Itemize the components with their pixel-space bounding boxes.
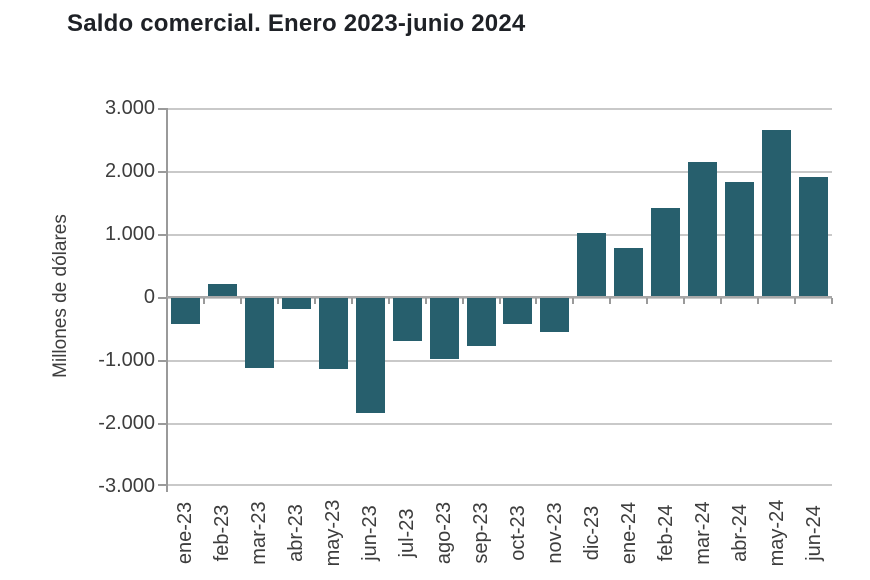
x-axis-tick: [387, 298, 390, 304]
bar-oct-23: [503, 297, 533, 325]
x-axis-tick: [757, 298, 760, 304]
x-axis-tick: [794, 298, 797, 304]
y-tick-label: -3.000: [98, 475, 155, 497]
bar-jun-24: [799, 177, 829, 297]
bar-ene-24: [614, 247, 644, 297]
x-tick-label-dic-23: dic-23: [580, 505, 603, 561]
x-axis-tick: [683, 298, 686, 304]
x-tick-label-ene-23: ene-23: [174, 501, 197, 565]
x-tick-label-jun-24: jun-24: [802, 505, 825, 561]
x-tick-label-ago-23: ago-23: [433, 501, 456, 565]
bar-nov-23: [540, 297, 570, 333]
gridline: [167, 423, 832, 425]
bar-feb-24: [651, 208, 681, 297]
x-axis-tick: [831, 298, 833, 304]
bar-dic-23: [577, 233, 607, 297]
x-axis-tick: [646, 298, 649, 304]
gridline: [167, 171, 832, 173]
bar-mar-24: [688, 162, 718, 297]
y-axis-tick: [158, 360, 166, 362]
y-axis-tick: [158, 484, 166, 486]
x-tick-label-feb-23: feb-23: [211, 504, 234, 562]
x-tick-label-ene-24: ene-24: [617, 501, 640, 565]
x-tick-label-abr-24: abr-24: [728, 504, 751, 562]
gridline: [167, 108, 832, 110]
x-axis-tick: [350, 298, 353, 304]
x-tick-label-nov-23: nov-23: [543, 502, 566, 564]
x-tick-label-abr-23: abr-23: [285, 504, 308, 562]
x-tick-label-mar-23: mar-23: [248, 501, 271, 565]
x-tick-label-jun-23: jun-23: [359, 505, 382, 561]
y-tick-label: -1.000: [98, 349, 155, 371]
bar-ago-23: [429, 297, 459, 359]
plot-area: [158, 108, 833, 492]
y-tick-label: 2.000: [104, 160, 155, 182]
x-axis-tick: [313, 298, 316, 304]
bar-feb-23: [207, 284, 237, 297]
x-axis-tick: [239, 298, 242, 304]
bar-abr-23: [281, 297, 311, 309]
y-axis-tick: [158, 297, 166, 299]
chart-title: Saldo comercial. Enero 2023-junio 2024: [67, 10, 526, 37]
bar-jul-23: [392, 297, 422, 342]
x-axis-zero-line: [167, 296, 832, 298]
x-axis-tick: [424, 298, 427, 304]
x-axis-tick: [572, 298, 575, 304]
x-tick-label-may-23: may-23: [322, 499, 345, 567]
gridline: [167, 234, 832, 236]
x-tick-label-mar-24: mar-24: [691, 501, 714, 565]
x-axis-tick: [609, 298, 612, 304]
bar-sep-23: [466, 297, 496, 347]
y-axis-tick: [158, 234, 166, 236]
bar-may-23: [318, 297, 348, 369]
y-tick-label: -2.000: [98, 412, 155, 434]
y-axis-tick: [158, 423, 166, 425]
bar-ene-23: [170, 297, 200, 325]
bar-may-24: [762, 130, 792, 297]
x-axis-tick: [498, 298, 501, 304]
x-axis-tick: [535, 298, 538, 304]
gridline: [167, 360, 832, 362]
x-tick-label-oct-23: oct-23: [506, 505, 529, 561]
y-tick-label: 1.000: [104, 223, 155, 245]
x-axis-tick: [461, 298, 464, 304]
bar-mar-23: [244, 297, 274, 369]
x-axis-tick: [720, 298, 723, 304]
x-axis-tick: [202, 298, 205, 304]
bar-abr-24: [725, 182, 755, 297]
x-axis-tick: [276, 298, 279, 304]
gridline: [167, 484, 832, 486]
x-axis-tick: [166, 298, 168, 304]
x-tick-label-feb-24: feb-24: [654, 504, 677, 562]
x-tick-label-sep-23: sep-23: [470, 502, 493, 564]
y-tick-label: 0: [143, 286, 155, 308]
y-tick-label: 3.000: [104, 97, 155, 119]
bar-jun-23: [355, 297, 385, 413]
x-tick-label-may-24: may-24: [765, 499, 788, 567]
y-axis-tick: [158, 108, 166, 110]
y-axis-tick: [158, 171, 166, 173]
x-tick-label-jul-23: jul-23: [396, 508, 419, 558]
